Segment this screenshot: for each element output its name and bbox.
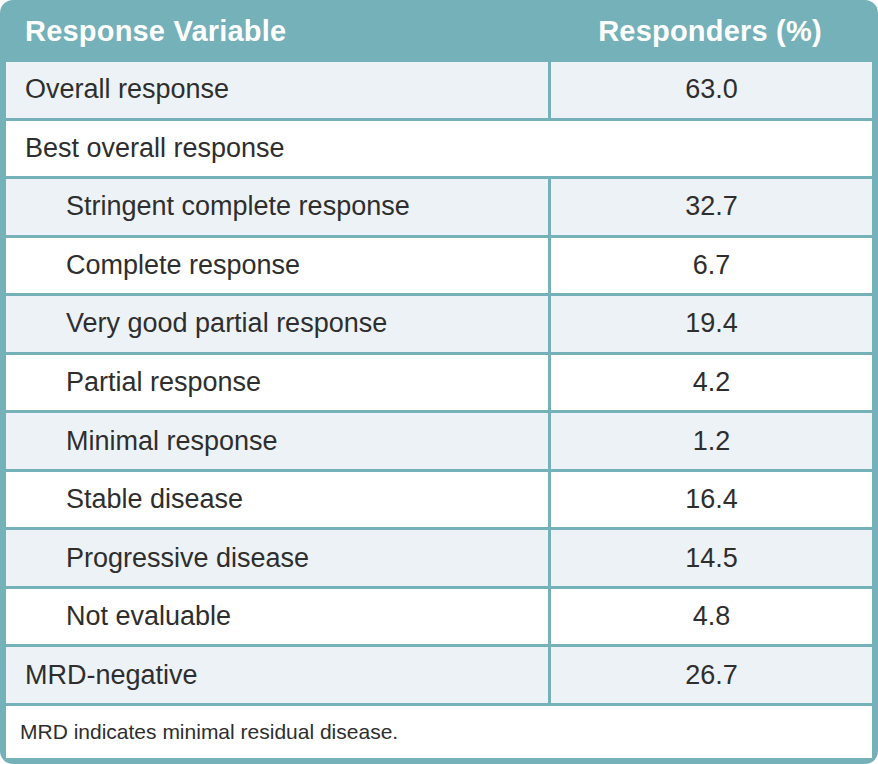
row-label: Minimal response [6, 413, 548, 469]
row-label: Best overall response [6, 121, 872, 177]
row-label: Not evaluable [6, 589, 548, 645]
table-row: Stable disease16.4 [6, 472, 872, 528]
row-label: Overall response [6, 62, 548, 118]
row-value: 19.4 [551, 296, 872, 352]
row-value: 32.7 [551, 179, 872, 235]
table-footnote: MRD indicates minimal residual disease. [6, 706, 872, 758]
row-label: Stable disease [6, 472, 548, 528]
row-label: Progressive disease [6, 530, 548, 586]
table-header-row: Response Variable Responders (%) [6, 0, 872, 62]
response-table: Response Variable Responders (%) Overall… [0, 0, 878, 764]
table-row: Complete response6.7 [6, 238, 872, 294]
table-row: Overall response63.0 [6, 62, 872, 118]
row-value: 26.7 [551, 647, 872, 703]
row-label: Very good partial response [6, 296, 548, 352]
table-row: Stringent complete response32.7 [6, 179, 872, 235]
row-value: 63.0 [551, 62, 872, 118]
row-label: MRD-negative [6, 647, 548, 703]
table-row: MRD-negative26.7 [6, 647, 872, 703]
table-row: Partial response4.2 [6, 355, 872, 411]
row-label: Complete response [6, 238, 548, 294]
table-body: Overall response63.0Best overall respons… [6, 62, 872, 758]
row-label: Partial response [6, 355, 548, 411]
row-value: 6.7 [551, 238, 872, 294]
table-row: Minimal response1.2 [6, 413, 872, 469]
row-value: 16.4 [551, 472, 872, 528]
row-value: 4.2 [551, 355, 872, 411]
table-row: Very good partial response19.4 [6, 296, 872, 352]
header-response-variable: Response Variable [6, 15, 548, 48]
table-row: Not evaluable4.8 [6, 589, 872, 645]
table-row: Progressive disease14.5 [6, 530, 872, 586]
row-value: 1.2 [551, 413, 872, 469]
header-responders-pct: Responders (%) [548, 15, 872, 48]
row-label: Stringent complete response [6, 179, 548, 235]
table-row: Best overall response [6, 121, 872, 177]
row-value: 4.8 [551, 589, 872, 645]
row-value: 14.5 [551, 530, 872, 586]
